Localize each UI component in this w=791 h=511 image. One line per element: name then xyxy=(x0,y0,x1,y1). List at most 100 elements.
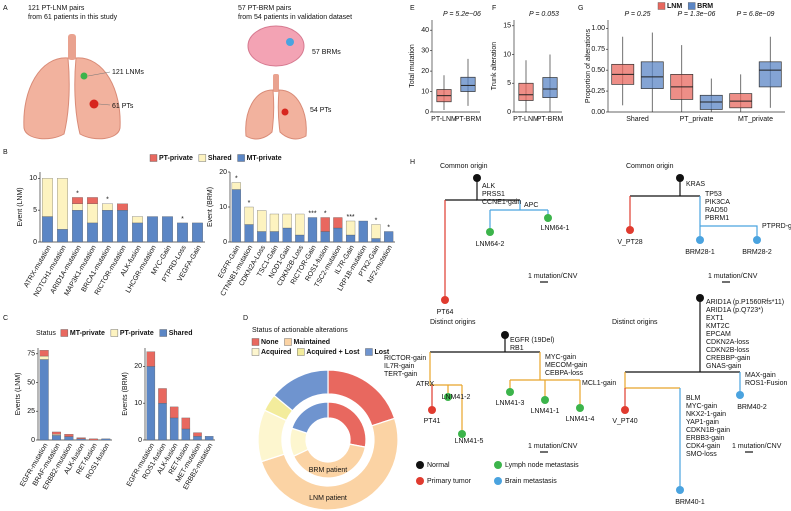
alteration-label: YAP1-gain xyxy=(686,419,719,426)
trachea xyxy=(273,74,279,92)
sample-label: BRM28-1 xyxy=(685,249,715,256)
node-lnm xyxy=(544,214,552,222)
x-tick-label: PT-BRM xyxy=(455,116,482,123)
branch xyxy=(624,372,680,389)
bar-segment xyxy=(345,220,356,236)
bar-segment xyxy=(257,231,267,243)
tree-title: Common origin xyxy=(440,163,488,170)
donut-segment xyxy=(327,401,367,448)
bar-segment xyxy=(320,217,330,232)
alteration-label: IL7R-gain xyxy=(384,363,414,370)
bar-segment xyxy=(146,366,156,441)
alteration-label: BLM xyxy=(686,395,701,402)
alteration-label: GNAS-gain xyxy=(706,363,742,370)
legend-label: MT-private xyxy=(70,330,105,337)
box-body xyxy=(542,77,558,98)
illustration-label: 57 BRMs xyxy=(312,49,341,56)
bar-segment xyxy=(101,438,111,441)
alteration-label: KRAS xyxy=(686,181,705,188)
node-brm xyxy=(696,236,704,244)
bar-segment xyxy=(244,224,254,243)
legend-swatch xyxy=(198,154,207,162)
alteration-label: CREBBP-gain xyxy=(706,355,750,362)
sample-label: PT64 xyxy=(437,309,454,316)
bar-segment xyxy=(117,210,128,243)
box-body xyxy=(518,82,534,101)
alteration-label: RB1 xyxy=(510,345,524,352)
y-axis-label: Trunk alteration xyxy=(491,42,498,90)
alteration-label: MYC-gain xyxy=(686,403,717,410)
y-axis-label: Total mutation xyxy=(409,44,416,88)
alteration-label: CEBPA-loss xyxy=(545,370,583,377)
brm-dot xyxy=(286,38,294,46)
y-tick-label: 50 xyxy=(27,379,35,386)
legend-label: BRM xyxy=(697,3,713,10)
bar-segment xyxy=(169,417,179,441)
alteration-label: ARID1A (p.P1560Rfs*11) xyxy=(706,299,784,306)
y-tick-label: 40 xyxy=(421,27,429,34)
legend-label: Acquired + Lost xyxy=(306,349,360,356)
bar-segment xyxy=(244,206,254,225)
alteration-label: TERT-gain xyxy=(384,371,417,378)
bar-segment xyxy=(282,213,292,229)
alteration-label: NKX2-1-gain xyxy=(686,411,726,418)
y-tick-label: 0 xyxy=(138,437,142,444)
y-tick-label: 0 xyxy=(425,109,429,116)
panel-label: B xyxy=(3,149,8,156)
pointer xyxy=(98,103,111,106)
bar-segment xyxy=(72,197,83,204)
alteration-label: CDKN2A-loss xyxy=(706,339,750,346)
bar-segment xyxy=(72,203,83,211)
alteration-label: PIK3CA xyxy=(705,199,730,206)
legend-label: None xyxy=(261,339,279,346)
bar-segment xyxy=(72,210,83,243)
ring-label: BRM patient xyxy=(309,467,348,474)
significance-label: * xyxy=(248,200,251,207)
significance-label: *** xyxy=(308,210,316,217)
significance-label: *** xyxy=(346,214,354,221)
donut-segment xyxy=(291,401,329,434)
y-tick-label: 30 xyxy=(421,48,429,55)
significance-label: * xyxy=(387,224,390,231)
bar-segment xyxy=(269,213,280,232)
pointer xyxy=(87,71,111,77)
alteration-label: CDK4-gain xyxy=(686,443,720,450)
alteration-label: MCL1-gain xyxy=(582,380,616,387)
y-axis-label: Events (LNM) xyxy=(15,373,22,416)
panel-label: H xyxy=(410,159,415,166)
node-lnm xyxy=(458,430,466,438)
legend-label: Primary tumor xyxy=(427,478,472,485)
significance-label: * xyxy=(181,216,184,223)
bar-segment xyxy=(76,438,86,441)
bar-segment xyxy=(269,231,280,243)
bar-segment xyxy=(158,388,167,404)
bar-segment xyxy=(282,227,292,243)
legend-swatch xyxy=(297,348,305,356)
panel-label: D xyxy=(243,315,248,322)
sample-label: PT41 xyxy=(424,418,441,425)
y-axis-label: Proportion of alterations xyxy=(585,28,592,103)
x-tick-label: PT-BRM xyxy=(537,116,564,123)
y-tick-label: 0.25 xyxy=(591,88,605,95)
sample-label: LNM41-4 xyxy=(566,416,595,423)
bar-segment xyxy=(307,217,318,243)
bar-segment xyxy=(333,227,343,243)
legend-label: MT-private xyxy=(247,155,282,162)
y-tick-label: 10 xyxy=(219,204,227,211)
legend-label: Shared xyxy=(169,330,193,337)
significance-label: * xyxy=(106,197,109,204)
y-tick-label: 15 xyxy=(503,23,511,30)
legend-normal xyxy=(416,461,424,469)
bar-segment xyxy=(64,436,74,441)
p-value: P = 1.3e−06 xyxy=(678,11,716,18)
bar-segment xyxy=(345,234,356,243)
sample-label: BRM40-2 xyxy=(737,404,767,411)
bar-segment xyxy=(204,436,214,441)
illustration-label: 54 PTs xyxy=(310,107,332,114)
bar-segment xyxy=(57,229,68,243)
bar-segment xyxy=(295,213,305,236)
x-tick-label: MT_private xyxy=(738,116,773,123)
bar-segment xyxy=(295,234,305,243)
bar-segment xyxy=(193,432,202,437)
